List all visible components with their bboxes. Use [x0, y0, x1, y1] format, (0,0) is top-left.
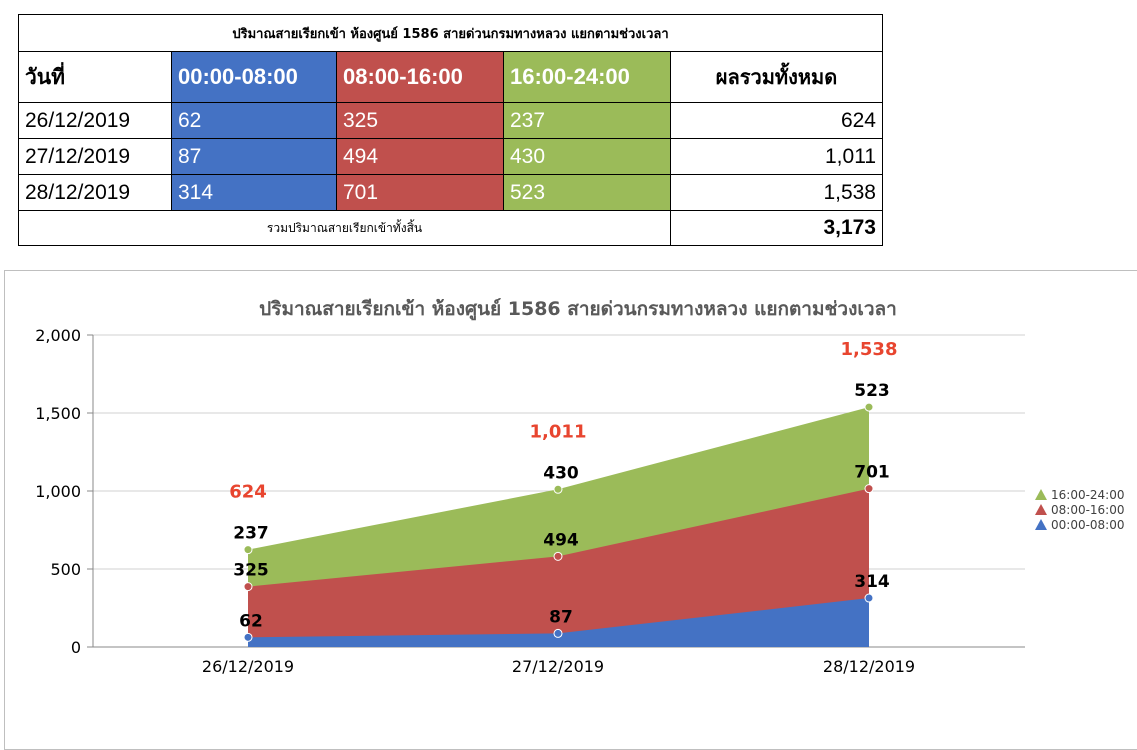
y-tick-label: 1,000	[35, 482, 81, 501]
chart-area: ปริมาณสายเรียกเข้า ห้องศูนย์ 1586 สายด่ว…	[4, 270, 1137, 750]
data-table: ปริมาณสายเรียกเข้า ห้องศูนย์ 1586 สายด่ว…	[18, 14, 883, 246]
row-slot-3-value: 237	[503, 102, 671, 139]
data-point	[864, 402, 874, 412]
row-slot-3-value: 430	[503, 138, 671, 175]
data-label: 325	[233, 561, 269, 581]
data-point	[864, 593, 874, 603]
header-total: ผลรวมทั้งหมด	[670, 51, 883, 103]
row-date: 28/12/2019	[18, 174, 172, 211]
row-slot-2-value: 701	[336, 174, 504, 211]
table-title-row: ปริมาณสายเรียกเข้า ห้องศูนย์ 1586 สายด่ว…	[18, 14, 883, 52]
x-tick-label: 28/12/2019	[823, 657, 915, 676]
data-point	[243, 632, 253, 642]
data-label: 237	[233, 524, 269, 544]
row-slot-1-value: 87	[171, 138, 337, 175]
row-slot-3-value: 523	[503, 174, 671, 211]
row-slot-2-value: 325	[336, 102, 504, 139]
y-tick-label: 500	[50, 560, 81, 579]
data-point	[553, 551, 563, 561]
data-point	[243, 545, 253, 555]
header-slot-1: 00:00-08:00	[171, 51, 337, 103]
legend-marker	[1035, 489, 1047, 500]
total-label: 624	[229, 482, 267, 503]
header-slot-2: 08:00-16:00	[336, 51, 504, 103]
area-08:00-16:00	[248, 488, 869, 647]
footer-label: รวมปริมาณสายเรียกเข้าทั้งสิ้น	[18, 210, 671, 246]
area-00:00-08:00	[248, 598, 869, 647]
row-date: 26/12/2019	[18, 102, 172, 139]
data-label: 62	[239, 611, 263, 631]
data-label: 701	[854, 463, 890, 483]
table-row: 26/12/2019 62 325 237 624	[18, 102, 883, 139]
row-total: 1,538	[670, 174, 883, 211]
y-tick-label: 1,500	[35, 404, 81, 423]
header-slot-3: 16:00-24:00	[503, 51, 671, 103]
data-label: 430	[543, 463, 579, 483]
data-label: 314	[854, 572, 890, 592]
total-label: 1,538	[841, 339, 898, 360]
stacked-area-chart: ปริมาณสายเรียกเข้า ห้องศูนย์ 1586 สายด่ว…	[35, 298, 1125, 676]
header-date: วันที่	[18, 51, 172, 103]
legend-marker	[1035, 504, 1047, 515]
row-date: 27/12/2019	[18, 138, 172, 175]
table-header-row: วันที่ 00:00-08:00 08:00-16:00 16:00-24:…	[18, 51, 883, 103]
row-slot-1-value: 62	[171, 102, 337, 139]
legend-label: 16:00-24:00	[1051, 488, 1125, 502]
y-tick-label: 0	[71, 638, 81, 657]
total-label: 1,011	[530, 421, 587, 442]
footer-grand-total: 3,173	[670, 210, 883, 246]
row-total: 1,011	[670, 138, 883, 175]
chart-title: ปริมาณสายเรียกเข้า ห้องศูนย์ 1586 สายด่ว…	[259, 298, 897, 321]
data-label: 87	[549, 607, 573, 627]
row-slot-2-value: 494	[336, 138, 504, 175]
legend-label: 08:00-16:00	[1051, 503, 1125, 517]
x-tick-label: 27/12/2019	[512, 657, 604, 676]
y-tick-label: 2,000	[35, 326, 81, 345]
data-label: 494	[543, 530, 579, 550]
legend-label: 00:00-08:00	[1051, 518, 1125, 532]
row-total: 624	[670, 102, 883, 139]
table-title: ปริมาณสายเรียกเข้า ห้องศูนย์ 1586 สายด่ว…	[18, 14, 883, 52]
data-point	[553, 628, 563, 638]
table-row: 28/12/2019 314 701 523 1,538	[18, 174, 883, 211]
table-row: 27/12/2019 87 494 430 1,011	[18, 138, 883, 175]
data-point	[553, 484, 563, 494]
row-slot-1-value: 314	[171, 174, 337, 211]
data-point	[243, 582, 253, 592]
data-label: 523	[854, 381, 890, 401]
legend-marker	[1035, 519, 1047, 530]
table-footer-row: รวมปริมาณสายเรียกเข้าทั้งสิ้น 3,173	[18, 210, 883, 246]
data-point	[864, 484, 874, 494]
x-tick-label: 26/12/2019	[202, 657, 294, 676]
